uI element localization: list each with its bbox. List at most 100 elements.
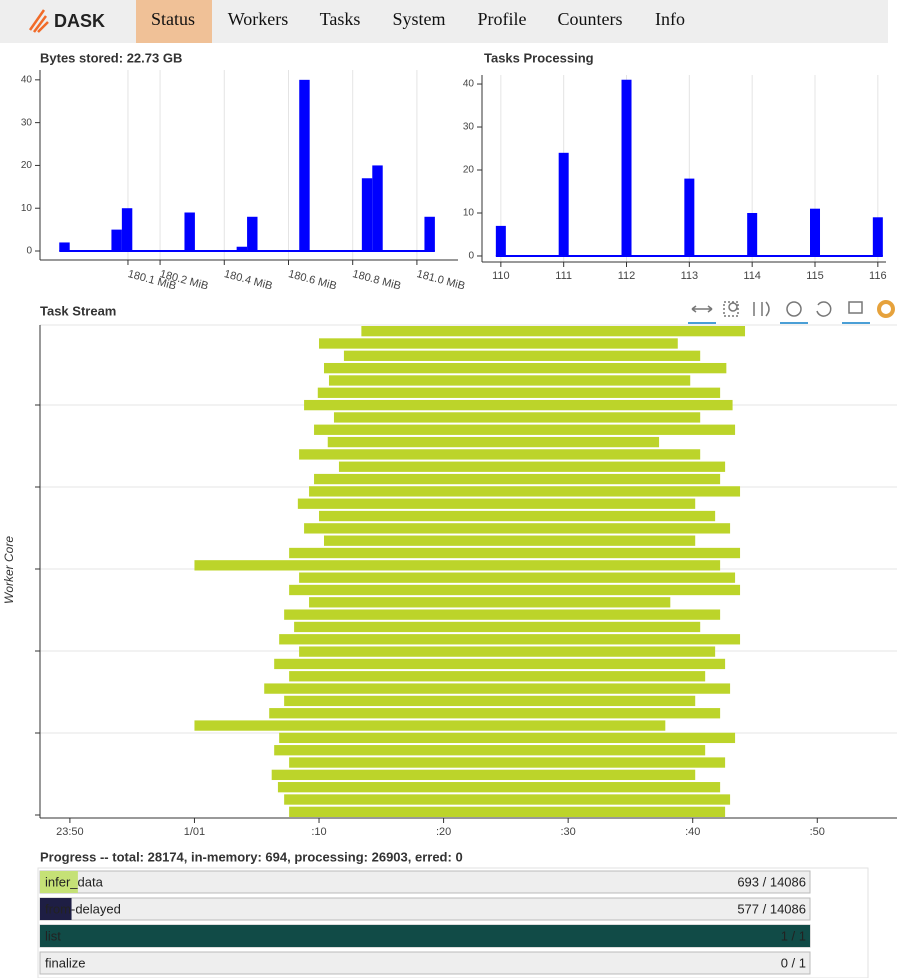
- bar: [236, 246, 248, 252]
- hover-info-tool[interactable]: [848, 301, 863, 314]
- chart-title: Task Stream: [40, 303, 116, 318]
- bar: [299, 79, 310, 252]
- task-bar: [271, 769, 696, 781]
- task-bar: [317, 387, 721, 398]
- progress-name: finalize: [45, 955, 85, 970]
- task-bar: [274, 658, 726, 670]
- x-tick-label: 115: [806, 270, 824, 282]
- y-tick-label: 40: [463, 79, 475, 90]
- x-tick-label: 113: [681, 270, 699, 282]
- nav-tab[interactable]: Counters: [558, 9, 623, 29]
- progress-track: [39, 951, 811, 975]
- bar: [59, 242, 70, 252]
- task-bar: [289, 547, 741, 559]
- task-bar: [324, 362, 727, 374]
- nav-tab[interactable]: System: [392, 9, 445, 29]
- x-tick-label: 180.8 MiB: [351, 268, 402, 292]
- progress-name: infer_data: [45, 874, 104, 889]
- bar: [121, 208, 133, 252]
- x-tick-label: :40: [685, 826, 700, 838]
- progress-track: [39, 870, 811, 894]
- task-bar: [284, 609, 721, 620]
- task-bar: [264, 683, 731, 694]
- task-bar: [284, 794, 731, 805]
- x-tick-label: 23:50: [56, 826, 84, 838]
- bar: [247, 216, 258, 252]
- task-bar: [289, 584, 741, 596]
- x-tick-label: 114: [743, 270, 761, 282]
- task-bar: [279, 732, 736, 744]
- task-bar: [274, 745, 706, 756]
- y-axis-label: Worker Core: [2, 536, 16, 604]
- tool-active-markers: [688, 322, 870, 324]
- task-bar: [324, 535, 696, 546]
- task-bar: [269, 708, 721, 719]
- progress-count: 1 / 1: [781, 928, 806, 943]
- chart-title: Bytes stored: 22.73 GB: [40, 50, 182, 65]
- x-tick-label: 1/01: [184, 826, 205, 838]
- x-tick-label: 180.4 MiB: [223, 268, 274, 292]
- progress-fill: [40, 871, 78, 893]
- task-bar: [361, 326, 746, 337]
- x-tick-label: :10: [311, 826, 326, 838]
- x-tick-label: 180.6 MiB: [287, 268, 338, 292]
- task-bar: [194, 720, 666, 731]
- task-bar: [284, 695, 696, 707]
- chart-title: Tasks Processing: [484, 50, 594, 65]
- task-bar: [289, 806, 726, 817]
- progress-panel: [37, 867, 869, 978]
- nav-tab[interactable]: Workers: [228, 9, 289, 29]
- bar: [621, 79, 632, 256]
- y-tick-label: 40: [21, 74, 33, 85]
- toolbar: [691, 301, 863, 317]
- task-bar: [194, 560, 721, 571]
- y-tick-label: 10: [21, 203, 33, 214]
- progress-count: 577 / 14086: [737, 901, 806, 916]
- progress-name: from-delayed: [45, 901, 121, 916]
- bar: [558, 152, 569, 256]
- task-bar: [319, 510, 716, 522]
- task-bar: [304, 523, 731, 534]
- bar: [184, 212, 195, 252]
- task-bar: [304, 399, 733, 411]
- task-bar: [309, 597, 671, 608]
- stream-y-ticks: [35, 404, 40, 816]
- bar: [424, 216, 435, 252]
- active-tab: [136, 0, 212, 43]
- progress-count: 0 / 1: [781, 955, 806, 970]
- progress-name: list: [45, 928, 61, 943]
- task-bar: [338, 461, 726, 472]
- task-bar: [299, 646, 716, 657]
- task-bar: [333, 412, 701, 423]
- progress-track: [39, 897, 811, 921]
- progress-title: Progress -- total: 28174, in-memory: 694…: [40, 849, 463, 864]
- bar: [495, 225, 506, 256]
- task-bar: [297, 498, 696, 509]
- hover-tool[interactable]: [786, 301, 802, 317]
- reset-tool[interactable]: [816, 301, 832, 317]
- bar: [872, 217, 883, 256]
- progress-fill: [40, 925, 810, 947]
- nav-tab[interactable]: Profile: [478, 9, 527, 29]
- y-tick-label: 10: [463, 208, 475, 219]
- bar: [111, 229, 122, 252]
- task-bar: [343, 350, 701, 361]
- x-tick-label: :50: [810, 826, 825, 838]
- y-tick-label: 0: [26, 246, 32, 257]
- box-zoom-tool[interactable]: [723, 301, 739, 317]
- task-bar: [327, 436, 660, 448]
- wheel-zoom-tool[interactable]: [753, 301, 770, 317]
- nav-tab[interactable]: Tasks: [320, 9, 361, 29]
- progress-count: 693 / 14086: [737, 874, 806, 889]
- task-bar: [319, 338, 678, 349]
- pan-tool[interactable]: [691, 305, 713, 313]
- y-tick-label: 20: [463, 165, 475, 176]
- bar: [372, 165, 383, 252]
- y-tick-label: 0: [468, 251, 474, 262]
- nav-tab[interactable]: Info: [655, 9, 685, 29]
- task-bar: [328, 375, 691, 386]
- x-tick-label: 111: [555, 270, 572, 282]
- bar: [684, 178, 695, 256]
- nav-tab[interactable]: Status: [151, 9, 195, 29]
